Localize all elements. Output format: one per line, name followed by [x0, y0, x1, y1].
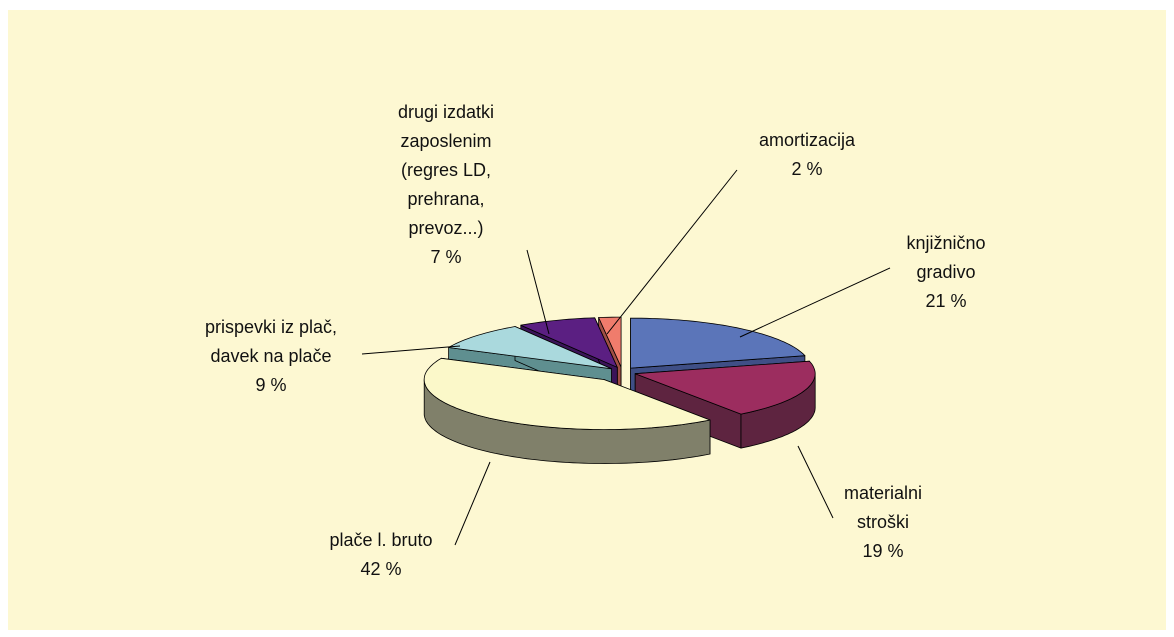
- leader-line: [454, 461, 491, 546]
- slice-label: knjižnično gradivo 21 %: [906, 229, 985, 316]
- category-label: materialni stroški: [843, 483, 923, 532]
- value-label: 7 %: [430, 247, 462, 267]
- category-label: knjižnično gradivo: [906, 233, 986, 282]
- leader-line: [361, 345, 461, 355]
- slice-label: plače l. bruto 42 %: [329, 526, 432, 584]
- slice: [520, 317, 618, 368]
- category-label: prispevki iz plač, davek na plače: [204, 317, 338, 366]
- slice-label: prispevki iz plač, davek na plače 9 %: [205, 313, 337, 400]
- leader-line: [739, 267, 891, 338]
- value-label: 21 %: [925, 291, 967, 311]
- slice: [448, 326, 612, 370]
- leader-line: [797, 445, 834, 519]
- slice: [630, 317, 806, 369]
- category-label: plače l. bruto: [329, 530, 433, 550]
- value-label: 19 %: [862, 541, 904, 561]
- slice-label: drugi izdatki zaposlenim (regres LD, pre…: [398, 98, 494, 272]
- category-label: amortizacija: [758, 130, 856, 150]
- leader-lines: [361, 169, 891, 546]
- leader-line: [606, 169, 738, 335]
- category-label: drugi izdatki zaposlenim (regres LD, pre…: [397, 102, 495, 238]
- value-label: 42 %: [360, 559, 402, 579]
- leader-line: [526, 249, 550, 335]
- value-label: 2 %: [791, 159, 823, 179]
- slice: [423, 357, 711, 431]
- slice-label: amortizacija 2 %: [759, 126, 855, 184]
- slice: [634, 360, 816, 415]
- slice-label: materialni stroški 19 %: [844, 479, 922, 566]
- value-label: 9 %: [255, 375, 287, 395]
